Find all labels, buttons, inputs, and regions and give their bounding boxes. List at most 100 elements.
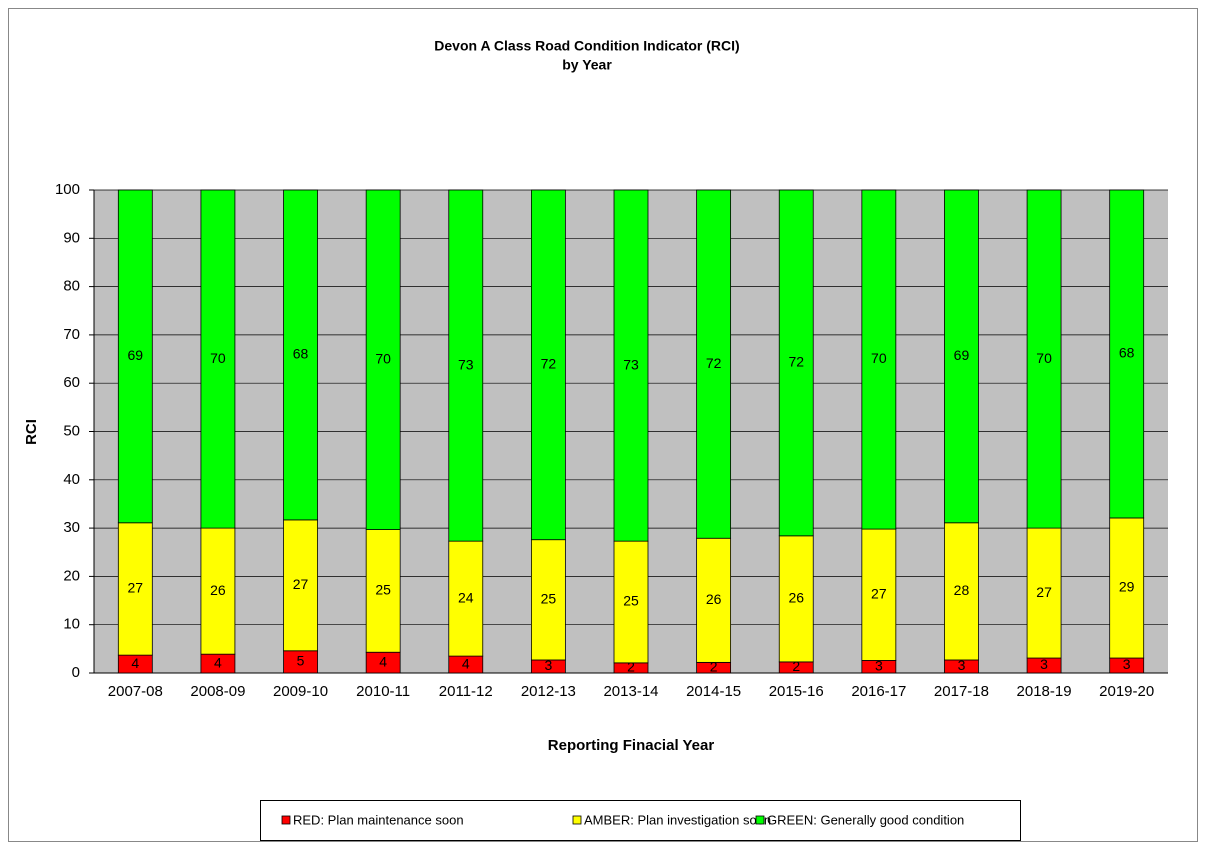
- x-tick-label: 2018-19: [1017, 683, 1072, 700]
- legend-label: AMBER: Plan investigation soon: [584, 812, 771, 827]
- data-label: 3: [958, 657, 966, 673]
- data-label: 27: [1036, 584, 1052, 600]
- x-tick-label: 2010-11: [356, 683, 410, 700]
- y-tick-label: 0: [72, 664, 80, 681]
- bar-segment: [530, 189, 566, 541]
- y-axis-label: RCI: [23, 419, 40, 445]
- y-tick-label: 80: [63, 278, 80, 295]
- x-tick-label: 2009-10: [273, 683, 328, 700]
- legend-label: RED: Plan maintenance soon: [293, 812, 464, 827]
- data-label: 5: [297, 653, 305, 669]
- data-label: 25: [623, 593, 639, 609]
- bar-segment: [696, 189, 732, 539]
- legend-swatch: [281, 815, 291, 825]
- x-tick-label: 2019-20: [1099, 683, 1154, 700]
- data-label: 73: [458, 356, 474, 372]
- chart-title: Devon A Class Road Condition Indicator (…: [434, 38, 739, 54]
- chart-subtitle: by Year: [562, 57, 612, 73]
- x-tick-label: 2008-09: [190, 683, 245, 700]
- data-label: 69: [954, 347, 970, 363]
- data-label: 70: [375, 350, 391, 366]
- data-label: 25: [541, 591, 557, 607]
- bar-segment: [778, 189, 814, 537]
- x-tick-label: 2016-17: [851, 683, 906, 700]
- bar-segment: [365, 189, 401, 530]
- y-tick-label: 30: [63, 519, 80, 536]
- data-label: 2: [710, 658, 718, 674]
- data-label: 4: [379, 653, 387, 669]
- bar-segment: [1026, 527, 1062, 659]
- bar-segment: [1109, 189, 1145, 519]
- bar-segment: [283, 519, 318, 652]
- y-tick-label: 40: [63, 471, 80, 488]
- legend-box: [260, 800, 1021, 841]
- x-tick-label: 2011-12: [439, 683, 493, 700]
- bar-segment: [1109, 517, 1145, 659]
- data-label: 29: [1119, 579, 1135, 595]
- bar-segment: [200, 189, 236, 529]
- data-label: 68: [293, 346, 309, 362]
- data-label: 25: [375, 582, 391, 598]
- data-label: 3: [1123, 656, 1131, 672]
- data-label: 28: [954, 582, 970, 598]
- data-label: 68: [1119, 345, 1135, 361]
- bar-segment: [861, 189, 897, 530]
- bar-segment: [861, 528, 897, 661]
- bar-segment: [283, 189, 318, 521]
- y-tick-label: 90: [63, 229, 80, 246]
- bar-segment: [117, 522, 153, 656]
- bar-segment: [613, 189, 649, 542]
- bar-segment: [613, 540, 649, 664]
- bar-segment: [448, 189, 484, 542]
- bar-segment: [944, 189, 979, 524]
- x-tick-label: 2014-15: [686, 683, 741, 700]
- x-tick-label: 2012-13: [521, 683, 576, 700]
- data-label: 27: [128, 580, 144, 596]
- data-label: 27: [293, 576, 309, 592]
- data-label: 72: [706, 355, 722, 371]
- legend-swatch: [755, 815, 765, 825]
- data-label: 24: [458, 589, 474, 605]
- bar-segment: [778, 535, 814, 663]
- data-label: 4: [131, 655, 139, 671]
- data-label: 70: [210, 350, 226, 366]
- data-label: 72: [541, 356, 557, 372]
- x-tick-label: 2013-14: [603, 683, 658, 700]
- y-tick-label: 100: [55, 181, 80, 198]
- y-tick-label: 50: [63, 422, 80, 439]
- bar-segment: [1026, 189, 1062, 529]
- x-tick-label: 2017-18: [934, 683, 989, 700]
- bar-segment: [365, 529, 401, 653]
- bar-segment: [117, 189, 153, 524]
- y-tick-label: 70: [63, 326, 80, 343]
- data-label: 3: [1040, 656, 1048, 672]
- x-axis-label: Reporting Finacial Year: [548, 737, 715, 754]
- bar-segment: [944, 522, 979, 661]
- data-label: 4: [214, 654, 222, 670]
- data-label: 69: [128, 347, 144, 363]
- data-label: 26: [210, 582, 226, 598]
- y-tick-label: 10: [63, 616, 80, 633]
- legend-label: GREEN: Generally good condition: [767, 812, 964, 827]
- data-label: 26: [706, 591, 722, 607]
- data-label: 26: [788, 590, 804, 606]
- data-label: 70: [871, 350, 887, 366]
- bar-segment: [200, 527, 236, 655]
- data-label: 2: [792, 658, 800, 674]
- data-label: 4: [462, 655, 470, 671]
- y-tick-label: 20: [63, 567, 80, 584]
- x-tick-label: 2015-16: [769, 683, 824, 700]
- data-label: 73: [623, 356, 639, 372]
- x-tick-label: 2007-08: [108, 683, 163, 700]
- bar-segment: [448, 540, 484, 657]
- legend-swatch: [572, 815, 582, 825]
- data-label: 27: [871, 585, 887, 601]
- data-label: 3: [875, 657, 883, 673]
- data-label: 72: [788, 354, 804, 370]
- y-tick-label: 60: [63, 374, 80, 391]
- data-label: 70: [1036, 350, 1052, 366]
- data-label: 2: [627, 659, 635, 675]
- bar-segment: [530, 539, 566, 661]
- data-label: 3: [544, 657, 552, 673]
